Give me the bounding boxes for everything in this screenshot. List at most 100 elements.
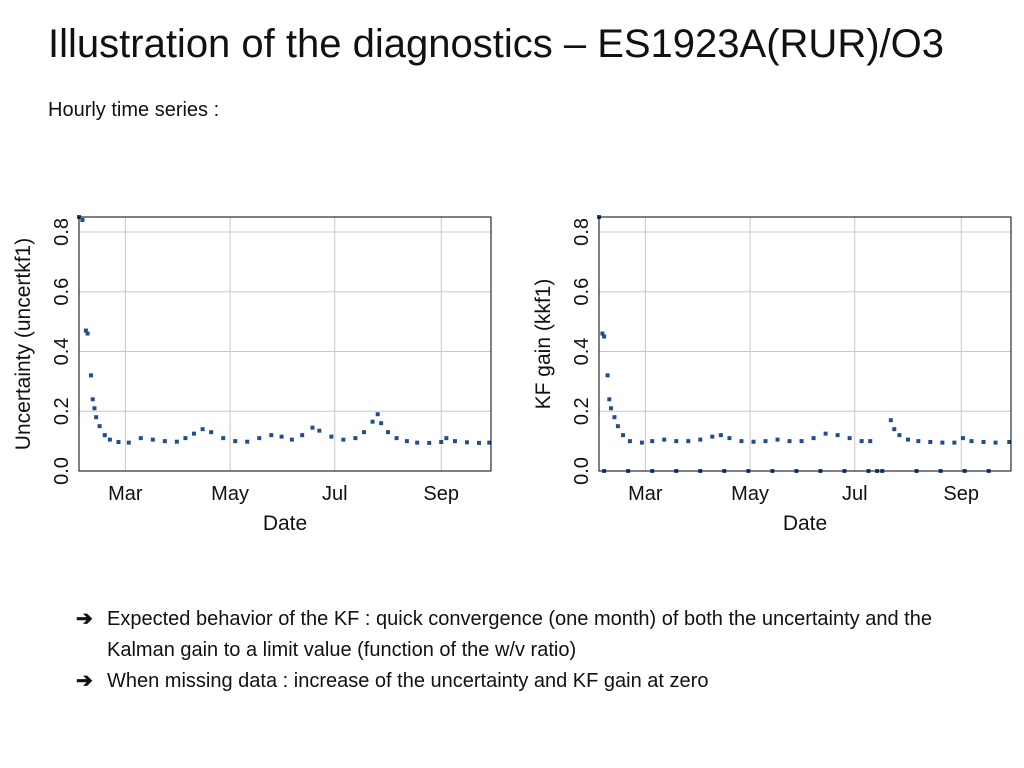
y-tick-label: 0.2 — [571, 397, 593, 425]
x-axis-title: Date — [263, 512, 307, 535]
data-point — [353, 436, 358, 441]
data-point — [269, 433, 274, 438]
data-point — [375, 412, 380, 417]
data-point — [662, 437, 667, 442]
bullet-text: When missing data : increase of the unce… — [107, 670, 709, 692]
data-point — [310, 425, 315, 430]
data-point — [686, 439, 691, 444]
data-point — [835, 433, 840, 438]
x-tick-label: May — [731, 483, 769, 505]
plot-area — [599, 217, 1011, 471]
data-point — [811, 436, 816, 441]
x-tick-label: Jul — [842, 483, 868, 505]
x-tick-label: Mar — [628, 483, 663, 505]
data-point — [394, 436, 399, 441]
data-point — [607, 397, 612, 402]
bullet-text: Expected behavior of the KF : quick conv… — [107, 608, 932, 661]
y-tick-label: 0.6 — [571, 278, 593, 306]
y-tick-label: 0.8 — [571, 218, 593, 246]
data-point — [300, 433, 305, 438]
data-point — [960, 436, 965, 441]
data-point — [444, 436, 449, 441]
data-point — [94, 415, 99, 420]
bullet-item: ➔ When missing data : increase of the un… — [76, 666, 976, 697]
data-point — [897, 433, 902, 438]
data-point — [439, 440, 444, 445]
data-point — [427, 440, 432, 445]
plot-area — [79, 217, 491, 471]
data-point — [192, 431, 197, 436]
data-point — [404, 439, 409, 444]
data-point — [906, 437, 910, 442]
plot-frame — [78, 216, 492, 472]
data-point — [183, 436, 188, 441]
y-tick-label: 0.6 — [51, 278, 73, 306]
data-point — [221, 436, 226, 441]
data-point — [80, 217, 85, 222]
data-point — [605, 373, 610, 378]
data-point — [386, 430, 390, 435]
data-point — [627, 439, 632, 444]
uncertainty-chart: Mar May Jul Sep 0.0 0.2 0.4 0.6 0.8 Date Uncertain… — [12, 215, 492, 535]
data-point — [868, 439, 873, 444]
data-point — [639, 440, 644, 445]
arrow-right-icon: ➔ — [76, 608, 93, 630]
data-point — [138, 436, 143, 441]
data-point — [727, 436, 732, 441]
data-point — [859, 439, 864, 444]
data-point — [823, 431, 828, 436]
bullet-item: ➔ Expected behavior of the KF : quick co… — [76, 604, 976, 666]
data-point — [317, 428, 322, 433]
data-point — [464, 440, 469, 445]
y-tick-label: 0.8 — [51, 218, 73, 246]
data-point — [612, 415, 617, 420]
data-point — [969, 439, 974, 444]
data-point — [916, 439, 921, 444]
data-point — [97, 424, 102, 429]
data-point — [379, 421, 384, 426]
data-point — [92, 406, 97, 411]
y-tick-label: 0.0 — [571, 457, 593, 485]
y-tick-label: 0.0 — [51, 457, 73, 485]
data-point — [710, 434, 715, 439]
data-point — [452, 439, 457, 444]
data-point — [289, 437, 294, 442]
x-tick-label: Sep — [423, 483, 459, 505]
data-point — [787, 439, 792, 444]
data-point — [116, 440, 121, 445]
data-point — [775, 437, 780, 442]
data-point — [888, 418, 893, 423]
data-point — [892, 427, 897, 432]
x-axis-title: Date — [783, 512, 827, 535]
data-point — [718, 433, 723, 438]
data-point — [126, 440, 131, 445]
data-point — [847, 436, 852, 441]
data-point — [739, 439, 744, 444]
data-point — [107, 437, 112, 442]
data-point — [487, 440, 492, 445]
data-point — [751, 439, 756, 444]
slide-title: Illustration of the diagnostics – ES1923… — [48, 22, 944, 66]
data-point — [89, 373, 94, 378]
y-tick-label: 0.2 — [51, 397, 73, 425]
data-point — [361, 430, 366, 435]
data-point — [609, 406, 614, 411]
data-point — [370, 419, 375, 424]
data-point — [415, 440, 420, 445]
data-point — [162, 439, 167, 444]
x-tick-label: May — [211, 483, 249, 505]
data-point — [279, 434, 284, 439]
data-point — [1007, 440, 1012, 445]
data-point — [245, 439, 250, 444]
data-point — [993, 440, 998, 445]
x-tick-label: Jul — [322, 483, 348, 505]
data-point — [952, 440, 957, 445]
data-point — [698, 437, 703, 442]
bullet-list: ➔ Expected behavior of the KF : quick co… — [76, 604, 976, 697]
data-point — [85, 331, 90, 336]
kf-gain-chart: Mar May Jul Sep 0.0 0.2 0.4 0.6 0.8 Date KF gain (… — [532, 215, 1012, 535]
x-tick-label: Mar — [108, 483, 143, 505]
data-point — [257, 436, 262, 441]
data-point — [233, 439, 238, 444]
data-point — [763, 439, 768, 444]
